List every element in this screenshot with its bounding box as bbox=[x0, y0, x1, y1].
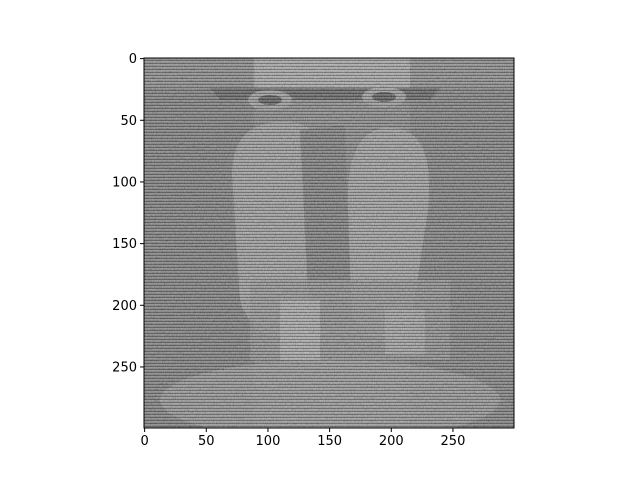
y-tick-label: 200 bbox=[112, 299, 137, 314]
y-tick-label: 0 bbox=[129, 52, 137, 67]
x-tick-label: 250 bbox=[441, 434, 466, 449]
axes-frame bbox=[143, 57, 515, 429]
x-tick-label: 100 bbox=[256, 434, 281, 449]
y-tick-label: 100 bbox=[112, 175, 137, 190]
heatmap-image bbox=[144, 58, 514, 428]
y-axis: 0 50 100 150 200 250 bbox=[112, 52, 144, 375]
y-tick-label: 50 bbox=[120, 114, 137, 129]
x-tick-label: 50 bbox=[198, 434, 215, 449]
x-axis: 0 50 100 150 200 250 bbox=[140, 428, 465, 449]
x-tick-label: 200 bbox=[379, 434, 404, 449]
x-tick-label: 150 bbox=[317, 434, 342, 449]
x-tick-label: 0 bbox=[140, 434, 148, 449]
y-tick-label: 250 bbox=[112, 360, 137, 375]
y-tick-label: 150 bbox=[112, 237, 137, 252]
